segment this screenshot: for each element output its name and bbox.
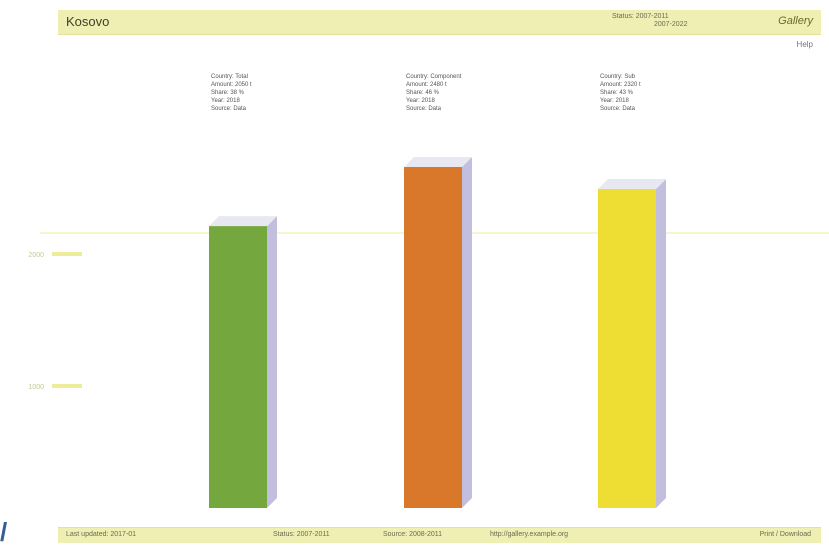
bar-annotation-line: Share: 46 % xyxy=(406,90,440,96)
y-tick-mark xyxy=(52,252,82,256)
bar-top xyxy=(209,216,277,227)
bar-annotation-line: Source: Data xyxy=(211,106,247,112)
bar-top xyxy=(404,157,472,167)
footer-updated: Last updated: 2017-01 xyxy=(66,531,137,538)
bar-annotation-line: Year: 2018 xyxy=(600,98,629,104)
corner-mark: / xyxy=(0,517,8,547)
bar-annotation-line: Share: 38 % xyxy=(211,90,245,96)
help-link[interactable]: Help xyxy=(796,40,813,49)
header-meta-label: Status: 2007-2011 xyxy=(612,13,669,20)
bar-annotation-line: Year: 2018 xyxy=(406,98,435,104)
header-meta-value: 2007-2022 xyxy=(654,21,688,28)
page-title: Kosovo xyxy=(66,14,110,29)
bar-annotation-line: Amount: 2050 t xyxy=(211,82,252,88)
y-tick-mark xyxy=(52,384,82,388)
bar-side xyxy=(462,157,472,508)
bar-annotation-line: Country: Sub xyxy=(600,74,636,80)
bar-annotation-line: Amount: 2480 t xyxy=(406,82,447,88)
header-bar: Kosovo Status: 2007-2011 2007-2022 Galle… xyxy=(58,10,821,35)
brand-logo[interactable]: Gallery xyxy=(778,15,813,27)
bar xyxy=(404,167,462,508)
y-tick-label: 1000 xyxy=(28,384,44,391)
bar-side xyxy=(656,179,666,508)
footer-link[interactable]: http://gallery.example.org xyxy=(490,531,569,538)
footer-bar: Last updated: 2017-01 Status: 2007-2011 … xyxy=(58,527,821,543)
bar-annotation-line: Source: Data xyxy=(600,106,636,112)
bar-top xyxy=(598,179,666,189)
bar xyxy=(598,189,656,508)
bar-annotation-line: Amount: 2320 t xyxy=(600,82,641,88)
y-tick-label: 2000 xyxy=(28,252,44,259)
footer-status: Status: 2007-2011 xyxy=(273,531,330,538)
bar-annotation-line: Country: Component xyxy=(406,74,462,80)
bar-annotation-line: Country: Total xyxy=(211,74,248,80)
bar-annotation-line: Share: 43 % xyxy=(600,90,634,96)
bar-side xyxy=(267,216,277,508)
print-link[interactable]: Print / Download xyxy=(759,531,811,538)
bar-annotation-line: Year: 2018 xyxy=(211,98,240,104)
bar xyxy=(209,226,267,508)
header-meta: Status: 2007-2011 2007-2022 xyxy=(612,13,687,29)
footer-source: Source: 2008-2011 xyxy=(383,531,443,538)
bar-annotation-line: Source: Data xyxy=(406,106,442,112)
